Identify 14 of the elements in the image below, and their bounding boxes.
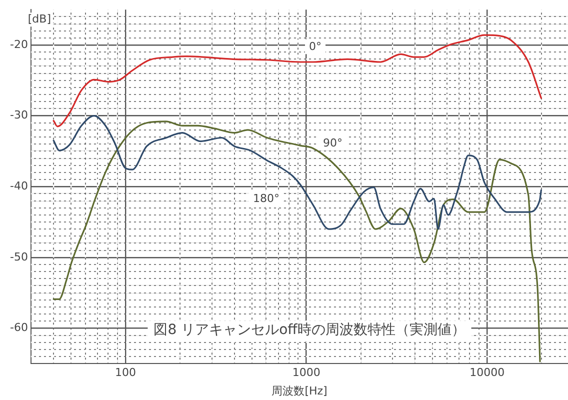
text: 図8 リアキャンセルoff時の周波数特性（実測値） [154,322,466,338]
x-tick-label: 10000 [470,366,505,380]
y-tick-label: -60 [10,321,28,334]
y-tick-label: -30 [10,108,28,122]
annotation: 90° [323,136,343,150]
annotation: 180° [252,192,280,206]
y-tick-label: -20 [10,38,28,51]
x-tick-label: 1000 [292,366,320,380]
x-tick-label: 100 [115,366,136,380]
annotation: 0° [308,40,322,53]
y-axis-title: [dB] [28,12,51,26]
y-tick-label: -40 [10,179,28,192]
y-tick-label: -50 [10,250,28,264]
x-axis-title: 周波数[Hz] [272,384,328,398]
